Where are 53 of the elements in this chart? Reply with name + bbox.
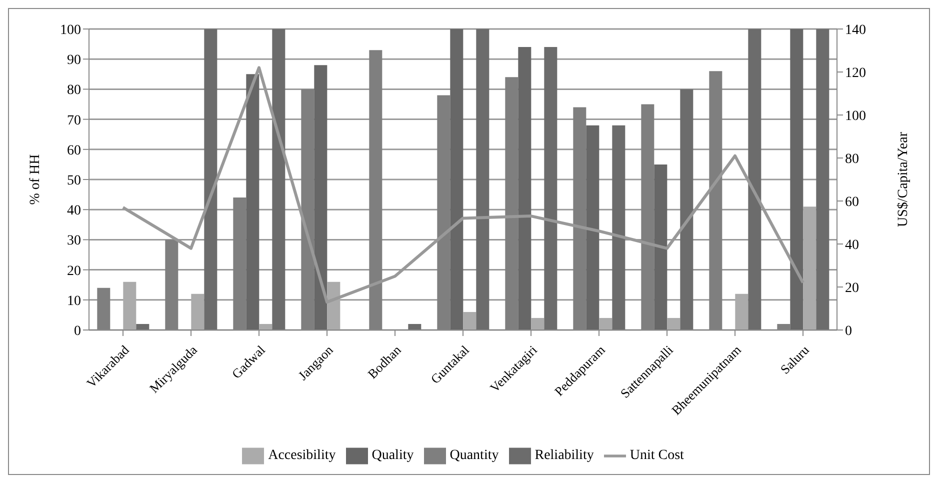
- y-tick-label: 0: [74, 324, 81, 339]
- bar: [136, 324, 150, 330]
- y-axis-title: % of HH: [28, 154, 43, 205]
- bar: [123, 282, 136, 330]
- y-tick-label: 80: [67, 83, 81, 98]
- y2-tick-label: 120: [845, 66, 866, 81]
- y2-tick-label: 60: [845, 194, 859, 210]
- bar: [680, 89, 694, 330]
- y2-tick-label: 20: [845, 280, 859, 296]
- y2-tick-label: 0: [845, 324, 852, 339]
- bar: [748, 29, 762, 330]
- bar: [790, 29, 804, 330]
- bar: [654, 164, 668, 330]
- y-tick-label: 70: [67, 113, 81, 128]
- bar: [531, 318, 544, 330]
- bar: [735, 294, 748, 330]
- legend-label: Accesibility: [268, 448, 336, 464]
- bar: [586, 125, 600, 330]
- bar: [476, 29, 490, 330]
- bar: [259, 324, 272, 330]
- bar: [314, 65, 328, 330]
- bar: [246, 74, 260, 330]
- legend-label: Unit Cost: [630, 448, 684, 464]
- y2-tick-label: 80: [845, 152, 859, 167]
- bar: [599, 318, 612, 330]
- y2-tick-label: 140: [845, 22, 866, 38]
- y-tick-label: 90: [67, 53, 81, 68]
- bar: [327, 282, 340, 330]
- legend-label: Quantity: [450, 448, 499, 464]
- y-tick-label: 10: [67, 294, 81, 309]
- bar: [612, 125, 626, 330]
- y-tick-label: 100: [60, 22, 81, 38]
- legend-label: Quality: [372, 448, 414, 464]
- bar: [450, 29, 464, 330]
- bar: [408, 324, 422, 330]
- bar: [544, 47, 558, 330]
- y2-axis-title: US$/Capita/Year: [896, 132, 911, 228]
- legend-label: Reliability: [534, 448, 594, 464]
- y2-tick-label: 40: [845, 238, 859, 253]
- y2-tick-label: 100: [845, 108, 866, 124]
- y-tick-label: 30: [67, 234, 81, 249]
- bar: [816, 29, 830, 330]
- bar: [667, 318, 680, 330]
- y-tick-label: 60: [67, 143, 81, 158]
- y-tick-label: 40: [67, 204, 81, 219]
- bar: [272, 29, 286, 330]
- bar: [204, 29, 218, 330]
- y-tick-label: 50: [67, 173, 81, 188]
- y-tick-label: 20: [67, 264, 81, 279]
- bar: [191, 294, 204, 330]
- bar: [463, 312, 476, 330]
- bar: [803, 206, 816, 330]
- bar: [518, 47, 532, 330]
